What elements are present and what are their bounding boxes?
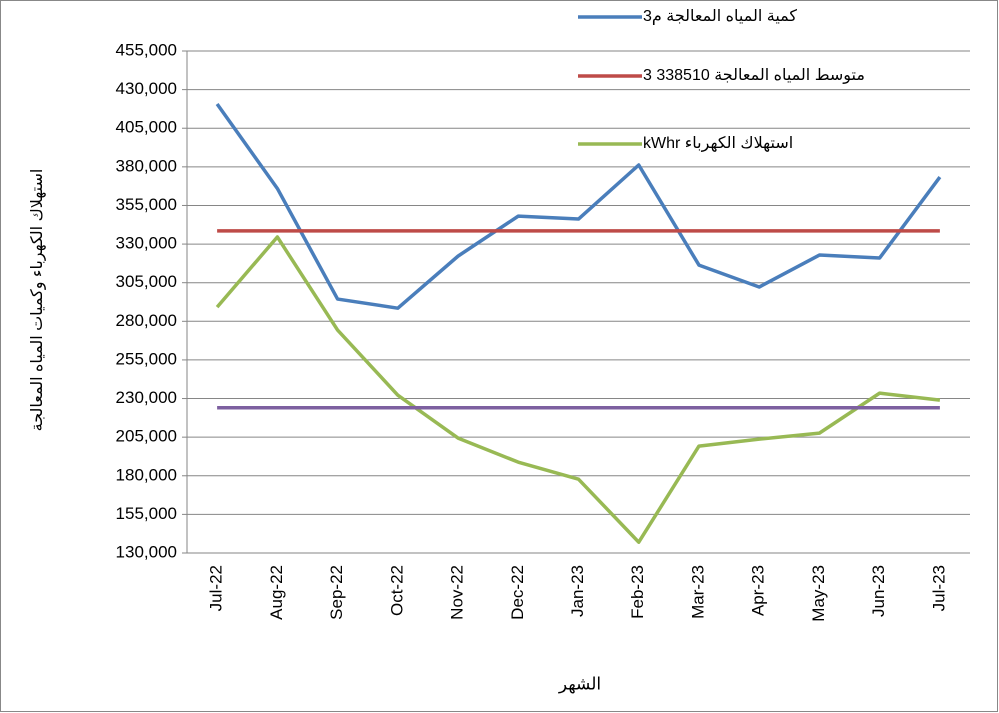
y-tick-label: 455,000 xyxy=(116,40,177,59)
y-tick-label: 330,000 xyxy=(116,234,177,253)
x-axis-title: الشهر xyxy=(558,674,601,694)
y-tick-label: 380,000 xyxy=(116,156,177,175)
x-tick-label: Dec-22 xyxy=(508,565,527,620)
legend-label: استهلاك الكهرباء kWhr xyxy=(643,135,794,152)
y-tick-label: 305,000 xyxy=(116,272,177,291)
legend-label: متوسط المياه المعالجة 338510 3 xyxy=(643,67,865,84)
y-tick-label: 205,000 xyxy=(116,427,177,446)
y-tick-label: 130,000 xyxy=(116,542,177,561)
x-tick-label: Jun-23 xyxy=(869,565,888,617)
x-tick-label: Aug-22 xyxy=(267,565,286,620)
x-tick-label: Oct-22 xyxy=(387,565,406,616)
x-tick-label: Jul-23 xyxy=(929,565,948,611)
y-tick-label: 180,000 xyxy=(116,465,177,484)
y-tick-label: 280,000 xyxy=(116,311,177,330)
legend-label: كمية المياه المعالجة م3 xyxy=(643,8,798,25)
y-tick-label: 230,000 xyxy=(116,388,177,407)
series-line xyxy=(215,235,941,544)
y-tick-label: 430,000 xyxy=(116,79,177,98)
x-tick-label: Mar-23 xyxy=(688,565,707,619)
x-tick-label: Apr-23 xyxy=(749,565,768,616)
x-tick-label: Nov-22 xyxy=(448,565,467,620)
y-tick-label: 405,000 xyxy=(116,118,177,137)
x-tick-label: Jul-22 xyxy=(207,565,226,611)
x-tick-label: May-23 xyxy=(809,565,828,622)
y-axis-title: استهلاك الكهرباء وكميات المياه المعالجة xyxy=(29,169,47,432)
x-tick-label: Jan-23 xyxy=(568,565,587,617)
y-tick-label: 255,000 xyxy=(116,349,177,368)
y-tick-label: 155,000 xyxy=(116,504,177,523)
y-tick-label: 355,000 xyxy=(116,195,177,214)
series-line xyxy=(215,102,942,310)
x-tick-label: Feb-23 xyxy=(628,565,647,619)
x-tick-label: Sep-22 xyxy=(327,565,346,620)
